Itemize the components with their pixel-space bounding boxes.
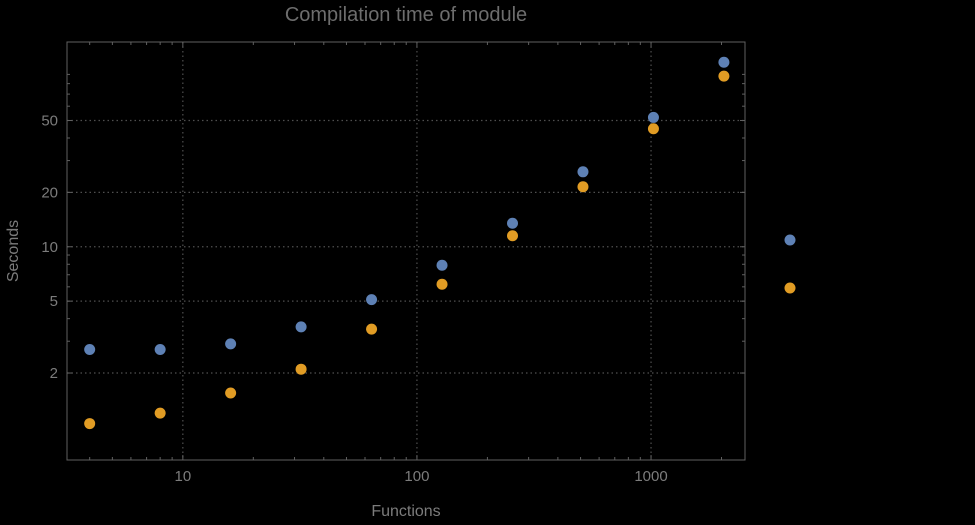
legend-marker-series-2	[784, 282, 796, 294]
y-tick-label: 5	[50, 293, 58, 310]
x-tick-label: 1000	[634, 468, 667, 485]
x-tick-label: 100	[404, 468, 429, 485]
y-tick-label: 2	[50, 365, 58, 382]
data-point-series-2	[436, 278, 448, 290]
legend-marker-series-1	[784, 234, 796, 246]
data-point-series-1	[84, 343, 96, 355]
data-point-series-2	[84, 418, 96, 430]
data-point-series-1	[225, 338, 237, 350]
y-tick-label: 20	[41, 184, 58, 201]
data-point-series-2	[577, 181, 589, 193]
data-point-series-1	[436, 259, 448, 271]
x-axis-label: Functions	[371, 503, 441, 520]
y-tick-label: 50	[41, 113, 58, 130]
data-point-series-1	[577, 166, 589, 178]
data-point-series-1	[295, 321, 307, 333]
data-point-series-1	[718, 56, 730, 68]
plot-frame	[66, 41, 746, 461]
data-point-series-1	[507, 217, 519, 229]
data-point-series-2	[507, 230, 519, 242]
data-point-series-2	[225, 387, 237, 399]
data-point-series-2	[718, 70, 730, 82]
data-point-series-2	[647, 123, 659, 135]
data-point-series-2	[295, 363, 307, 375]
chart-title: Compilation time of module	[284, 4, 528, 26]
data-point-series-1	[366, 294, 378, 306]
x-tick-label: 10	[174, 468, 191, 485]
data-point-series-2	[154, 407, 166, 419]
data-point-series-1	[154, 343, 166, 355]
data-point-series-2	[366, 323, 378, 335]
data-point-series-1	[647, 111, 659, 123]
y-tick-label: 10	[41, 239, 58, 256]
